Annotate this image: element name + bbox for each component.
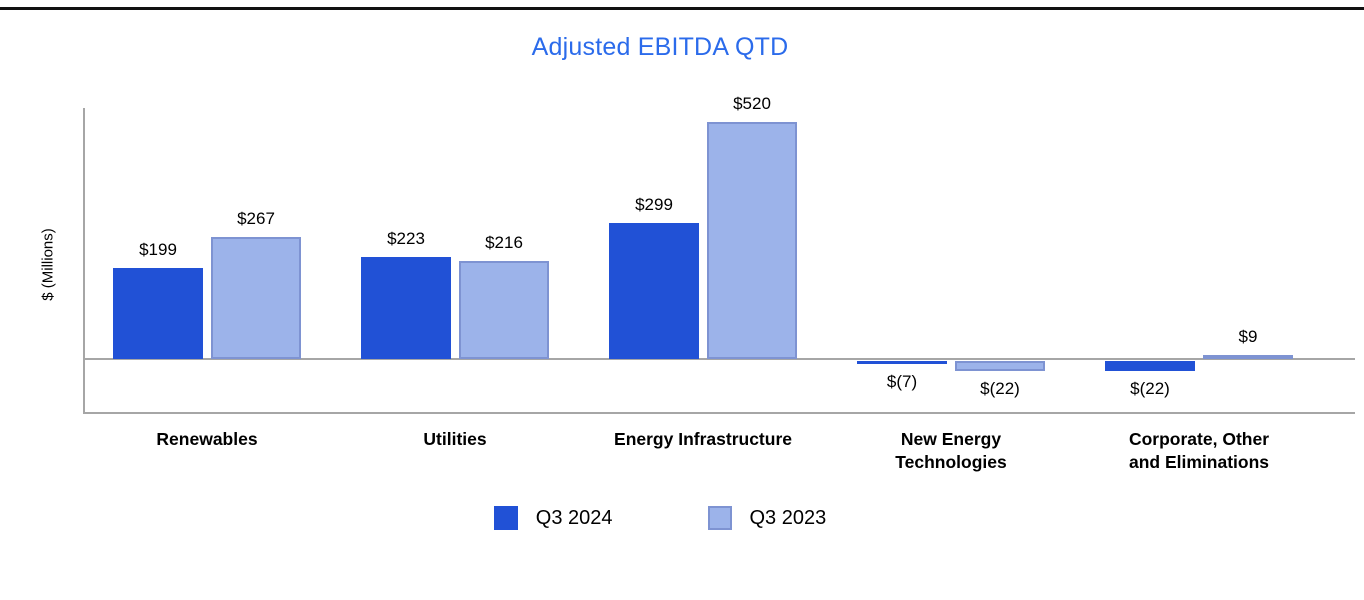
bar-value-label: $9 [1238, 327, 1258, 346]
top-rule [0, 7, 1364, 10]
bar [857, 361, 947, 364]
bar-value-label: $520 [733, 94, 771, 113]
bar-value-label: $199 [139, 240, 177, 259]
legend-item-q3-2023: Q3 2023 [707, 506, 827, 530]
legend-swatch-q3-2024-icon [493, 506, 518, 530]
bar-value-label: $(22) [1130, 379, 1170, 398]
category-label: Renewables [156, 429, 258, 449]
bar [609, 223, 699, 359]
bar [459, 261, 549, 359]
y-axis-line [83, 108, 85, 414]
legend-swatch-q3-2023-icon [707, 506, 732, 530]
bar [1203, 355, 1293, 359]
bar-value-label: $267 [237, 209, 275, 228]
category-label: Corporate, Other and Eliminations [1128, 429, 1270, 472]
legend-item-q3-2024: Q3 2024 [493, 506, 613, 530]
bar-value-label: $(7) [886, 372, 918, 391]
category-axis: Renewables Utilities Energy Infrastructure… [85, 428, 1355, 488]
x-axis-line [83, 412, 1355, 414]
bar-value-label: $216 [485, 233, 523, 252]
category-label: Energy Infrastructure [614, 429, 792, 449]
legend: Q3 2024 Q3 2023 [0, 506, 1320, 530]
chart-title: Adjusted EBITDA QTD [531, 33, 789, 61]
bar [361, 257, 451, 359]
zero-line [85, 358, 1355, 360]
legend-label-q3-2024: Q3 2024 [535, 506, 613, 529]
y-axis-label: $ (Millions) [39, 228, 57, 301]
bar-value-label: $299 [635, 195, 673, 214]
bar [1105, 361, 1195, 371]
category-label: New Energy Technologies [895, 429, 1007, 472]
bar [707, 122, 797, 359]
category-label: Utilities [423, 429, 487, 449]
bar [113, 268, 203, 359]
bar-value-label: $223 [387, 229, 425, 248]
bar-value-label: $(22) [980, 379, 1020, 398]
legend-label-q3-2023: Q3 2023 [749, 506, 827, 529]
bar [211, 237, 301, 359]
plot-area: $199 $267 $223 $216 $299 $520 $(7) $(22) $(22) $9 [85, 94, 1355, 412]
bar [955, 361, 1045, 371]
